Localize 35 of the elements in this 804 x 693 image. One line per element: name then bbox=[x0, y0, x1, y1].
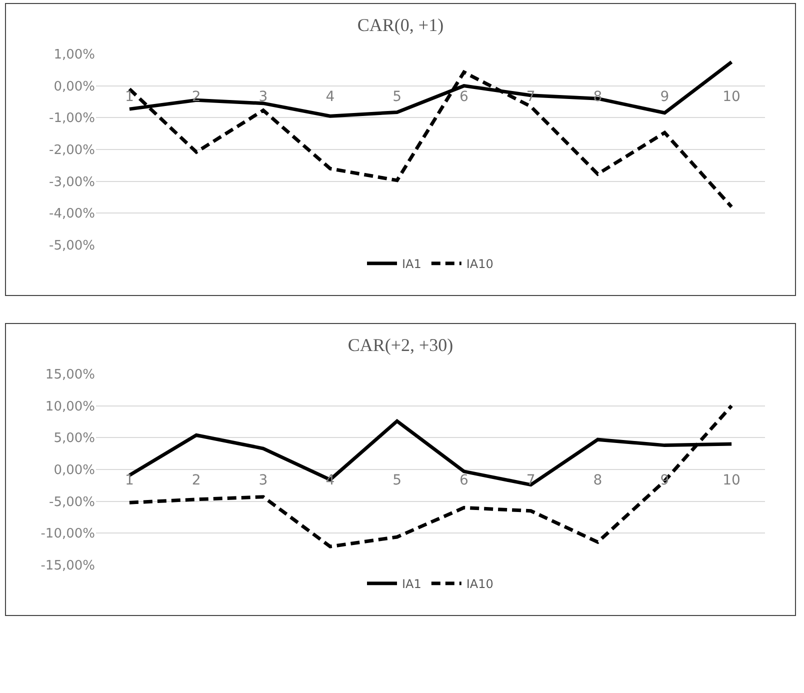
y-tick-label: -4,00% bbox=[49, 206, 95, 222]
legend-label: IA10 bbox=[466, 577, 494, 591]
y-tick-label: -3,00% bbox=[49, 174, 95, 190]
x-tick-label: 1 bbox=[124, 472, 134, 488]
x-tick-label: 3 bbox=[258, 472, 268, 488]
x-tick-label: 8 bbox=[593, 472, 602, 488]
y-tick-label: -2,00% bbox=[49, 143, 95, 158]
x-tick-label: 2 bbox=[192, 472, 201, 488]
y-tick-label: -15,00% bbox=[40, 558, 95, 574]
y-tick-label: -5,00% bbox=[49, 494, 95, 510]
x-tick-label: 5 bbox=[392, 88, 402, 105]
x-tick-label: 6 bbox=[459, 88, 468, 105]
y-tick-label: 10,00% bbox=[45, 399, 95, 414]
x-tick-label: 6 bbox=[459, 472, 468, 488]
legend-label: IA10 bbox=[466, 257, 494, 271]
y-tick-label: -5,00% bbox=[49, 238, 95, 254]
y-tick-label: 15,00% bbox=[45, 368, 95, 383]
x-tick-label: 9 bbox=[660, 88, 670, 105]
x-tick-label: 8 bbox=[593, 88, 602, 105]
x-tick-label: 5 bbox=[392, 472, 402, 488]
x-tick-label: 4 bbox=[326, 88, 335, 105]
chart-title: CAR(0, +1) bbox=[357, 15, 444, 36]
y-tick-label: 5,00% bbox=[54, 431, 95, 446]
y-tick-label: -10,00% bbox=[40, 526, 95, 542]
y-tick-label: 0,00% bbox=[54, 463, 95, 478]
chart-title: CAR(+2, +30) bbox=[348, 335, 454, 356]
x-tick-label: 3 bbox=[258, 88, 268, 105]
x-tick-label: 10 bbox=[722, 472, 740, 488]
y-tick-label: 1,00% bbox=[54, 48, 95, 63]
legend-label: IA1 bbox=[402, 257, 422, 271]
x-tick-label: 1 bbox=[124, 88, 134, 105]
y-tick-label: 0,00% bbox=[54, 79, 95, 94]
x-tick-label: 10 bbox=[722, 88, 740, 105]
y-tick-label: -1,00% bbox=[49, 111, 95, 126]
legend-label: IA1 bbox=[402, 577, 422, 591]
